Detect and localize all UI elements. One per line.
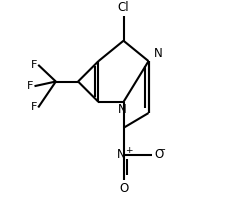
Text: N: N [117, 148, 126, 161]
Text: Cl: Cl [118, 1, 129, 14]
Text: F: F [31, 60, 37, 70]
Text: N: N [154, 47, 163, 60]
Text: F: F [27, 81, 34, 91]
Text: F: F [31, 102, 37, 112]
Text: N: N [118, 103, 127, 116]
Text: O: O [154, 148, 163, 161]
Text: −: − [158, 145, 166, 155]
Text: +: + [125, 146, 133, 155]
Text: O: O [119, 182, 128, 195]
